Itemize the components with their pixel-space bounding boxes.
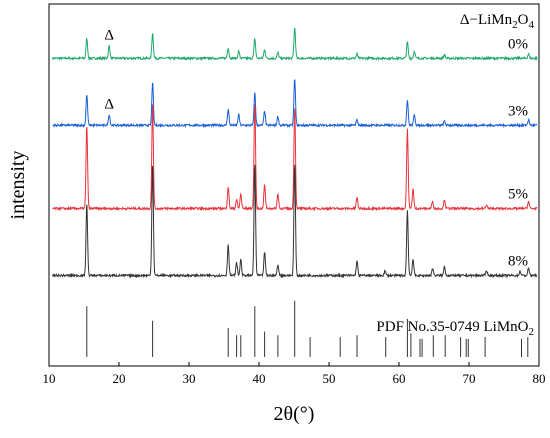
- delta-peak-marker: Δ: [104, 96, 114, 112]
- series-5%: 5%: [52, 104, 538, 212]
- x-axis-title: 2θ(°): [274, 403, 315, 425]
- x-tick-label: 50: [323, 371, 336, 386]
- reference-label: PDF No.35-0749 LiMnO2: [376, 319, 534, 338]
- series-layer: 0% Δ 3% Δ 5% 8%: [52, 27, 538, 279]
- x-tick-label: 10: [43, 371, 56, 386]
- series-label: 8%: [508, 254, 528, 270]
- series-line: [52, 79, 538, 129]
- series-0%: 0% Δ: [52, 27, 538, 62]
- series-label: 0%: [508, 36, 528, 52]
- legend-note: Δ−LiMn2O4: [460, 12, 535, 31]
- series-line: [52, 104, 538, 212]
- plot-frame: [48, 3, 540, 367]
- x-tick-label: 80: [533, 371, 546, 386]
- series-line: [52, 164, 538, 279]
- series-3%: 3% Δ: [52, 79, 538, 129]
- delta-peak-marker: Δ: [104, 28, 114, 44]
- y-axis-title: intensity: [7, 151, 29, 220]
- series-label: 3%: [508, 103, 528, 119]
- series-8%: 8%: [52, 164, 538, 279]
- x-axis: 10 20 30 40 50 60 70 80: [43, 362, 546, 386]
- reference-pattern: [86, 300, 529, 357]
- x-tick-label: 30: [183, 371, 196, 386]
- x-tick-label: 40: [253, 371, 266, 386]
- series-line: [52, 27, 538, 62]
- x-tick-label: 60: [393, 371, 406, 386]
- x-tick-label: 70: [463, 371, 476, 386]
- x-tick-label: 20: [113, 371, 126, 386]
- series-label: 5%: [508, 187, 528, 203]
